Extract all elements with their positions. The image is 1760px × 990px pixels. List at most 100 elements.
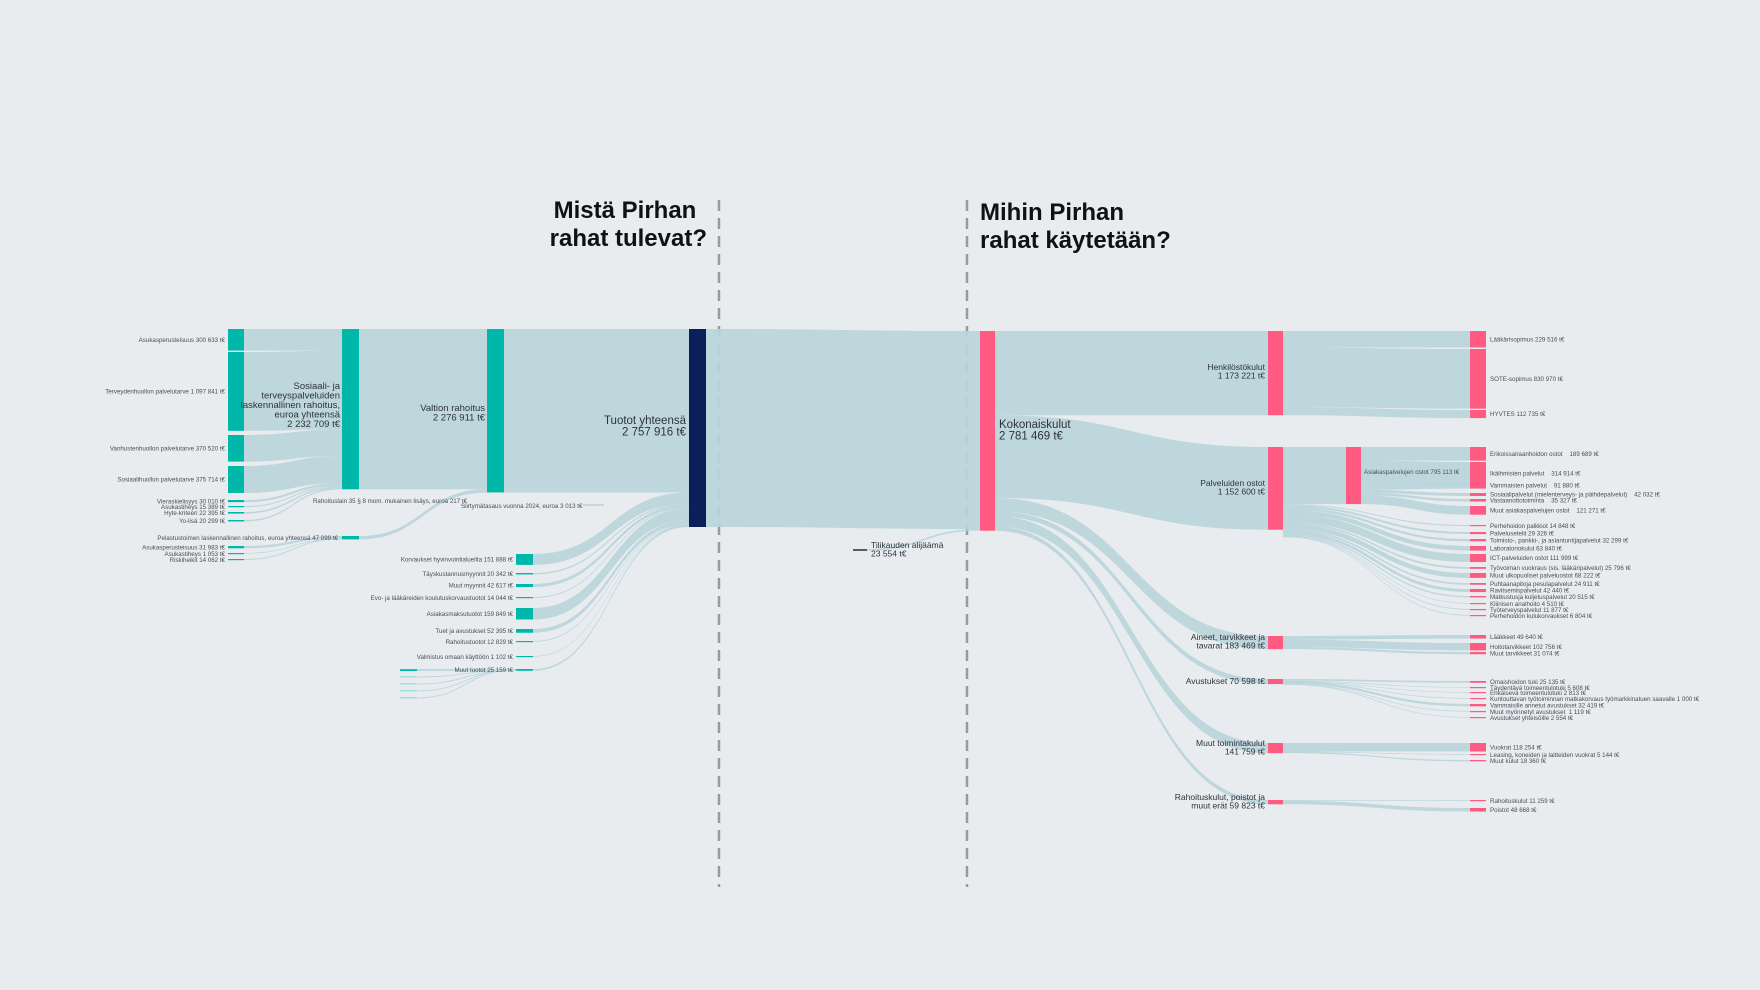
node-tuet[interactable] [516, 629, 533, 633]
flow-avust-to-myon [1283, 683, 1470, 712]
node-tays[interactable] [516, 573, 533, 575]
label-p2: Asukastiheys 1 053 t€ [164, 551, 225, 558]
node-ravi[interactable] [1470, 589, 1486, 593]
node-asp[interactable] [1346, 447, 1361, 505]
label-line: muut erät 59 823 t€ [1191, 801, 1265, 811]
node-other-income-sub [400, 690, 417, 692]
node-yht[interactable] [1470, 717, 1486, 719]
node-hyvtes[interactable] [1470, 410, 1486, 419]
node-muutmyyn[interactable] [516, 584, 533, 588]
node-a7[interactable] [228, 512, 244, 514]
flow-asp-to-erik [1361, 447, 1470, 461]
flow-palv-to-toim [1283, 507, 1470, 542]
node-asiak[interactable] [516, 608, 533, 620]
node-perhek[interactable] [1470, 615, 1486, 617]
node-perhep[interactable] [1470, 525, 1486, 527]
node-muutasp[interactable] [1470, 506, 1486, 515]
flow-muutmyyn-to-tuotot [533, 504, 689, 588]
flow-henk-to-hyvtes [1283, 407, 1470, 419]
node-muut[interactable] [1268, 743, 1283, 754]
node-ict[interactable] [1470, 554, 1486, 563]
node-laakk[interactable] [1470, 635, 1486, 639]
label-sosp: Sosiaalipalvelut (mielenterveys- ja päih… [1490, 492, 1660, 499]
node-a6[interactable] [228, 506, 244, 508]
node-toim[interactable] [1470, 539, 1486, 542]
label-asiak: Asiakasmaksutuotot 159 849 t€ [427, 611, 514, 618]
node-henk[interactable] [1268, 331, 1283, 416]
node-vamma[interactable] [1470, 704, 1486, 707]
node-pset[interactable] [1470, 532, 1486, 535]
label-line: Muut toimintakulut [1196, 738, 1266, 748]
node-aineet[interactable] [1268, 636, 1283, 650]
node-tayd[interactable] [1470, 687, 1486, 689]
node-muuttuot[interactable] [516, 669, 533, 671]
flow-tuotot-to-kok [706, 329, 980, 529]
node-p1[interactable] [228, 546, 244, 549]
node-klin[interactable] [1470, 603, 1486, 605]
flow-kok-to-aineet [995, 497, 1268, 650]
node-erik[interactable] [1470, 447, 1486, 461]
node-a5[interactable] [228, 500, 244, 503]
flow-asp-to-ikai [1361, 460, 1470, 485]
node-tyov[interactable] [1470, 567, 1486, 569]
node-sotes[interactable] [1470, 349, 1486, 409]
node-valtion[interactable] [487, 329, 504, 493]
node-vast[interactable] [1470, 499, 1486, 502]
node-matk[interactable] [1470, 596, 1486, 598]
node-vuok[interactable] [1470, 743, 1486, 752]
node-rahtuot[interactable] [516, 641, 533, 643]
flow-aineet-to-muutt [1283, 646, 1470, 655]
node-p3[interactable] [228, 559, 244, 561]
node-omai[interactable] [1470, 681, 1486, 683]
node-rahoitus[interactable] [1268, 800, 1283, 805]
node-a3[interactable] [228, 435, 244, 462]
node-tyot[interactable] [1470, 609, 1486, 611]
label-hyvtes: HYVTES 112 735 t€ [1490, 411, 1546, 418]
node-a4[interactable] [228, 466, 244, 493]
node-evo[interactable] [516, 597, 533, 599]
title-income: Mistä Pirhan rahat tulevat? [550, 197, 707, 252]
node-sosp[interactable] [1470, 493, 1486, 497]
node-kunt[interactable] [1470, 698, 1486, 700]
node-a1[interactable] [228, 329, 244, 351]
node-p2[interactable] [228, 553, 244, 555]
node-sote[interactable] [342, 329, 359, 490]
node-ehk[interactable] [1470, 692, 1486, 694]
node-rkul[interactable] [1470, 800, 1486, 802]
label-line: terveyspalveluiden [261, 391, 340, 402]
node-myon[interactable] [1470, 711, 1486, 713]
label-yht: Avustukset yhteisöille 2 554 t€ [1490, 715, 1574, 722]
node-hoitot[interactable] [1470, 643, 1486, 651]
flow-palv-to-puht [1283, 528, 1470, 585]
flow-a3-to-sote [244, 429, 342, 462]
node-a2[interactable] [228, 352, 244, 431]
node-ulko[interactable] [1470, 573, 1486, 578]
label-a1: Asukasperusteisuus 300 633 t€ [139, 337, 226, 344]
label-pset: Palvelusetelit 29 326 t€ [1490, 530, 1555, 537]
node-mkul[interactable] [1470, 760, 1486, 762]
label-muuttuot: Muut tuotot 25 159 t€ [455, 667, 514, 674]
node-a8[interactable] [228, 520, 244, 522]
flow-sote-to-valtion [359, 329, 487, 490]
label-a4: Sosiaalihuollon palvelutarve 375 714 t€ [117, 477, 225, 484]
node-vamp[interactable] [1470, 482, 1486, 489]
label-henk: Henkilöstökulut 1 173 221 t€ [1207, 362, 1265, 381]
node-leas[interactable] [1470, 754, 1486, 756]
node-laak[interactable] [1470, 331, 1486, 348]
node-palv[interactable] [1268, 447, 1283, 530]
node-avust[interactable] [1268, 679, 1283, 685]
node-puht[interactable] [1470, 583, 1486, 585]
label-line: 2 781 469 t€ [999, 431, 1064, 443]
label-tyot: Työterveyspalvelut 11 877 t€ [1490, 607, 1569, 614]
node-tuotot[interactable] [689, 329, 706, 527]
node-ikai[interactable] [1470, 462, 1486, 485]
node-labra[interactable] [1470, 546, 1486, 551]
node-valm[interactable] [516, 656, 533, 658]
node-pel[interactable] [342, 536, 359, 540]
node-korv[interactable] [516, 554, 533, 565]
flow-palv-to-ulko [1283, 524, 1470, 578]
node-kok[interactable] [980, 331, 995, 531]
node-muutt[interactable] [1470, 652, 1486, 655]
node-pois[interactable] [1470, 808, 1486, 812]
label-ravi: Ravitsemispalvelut 42 440 t€ [1490, 588, 1570, 595]
